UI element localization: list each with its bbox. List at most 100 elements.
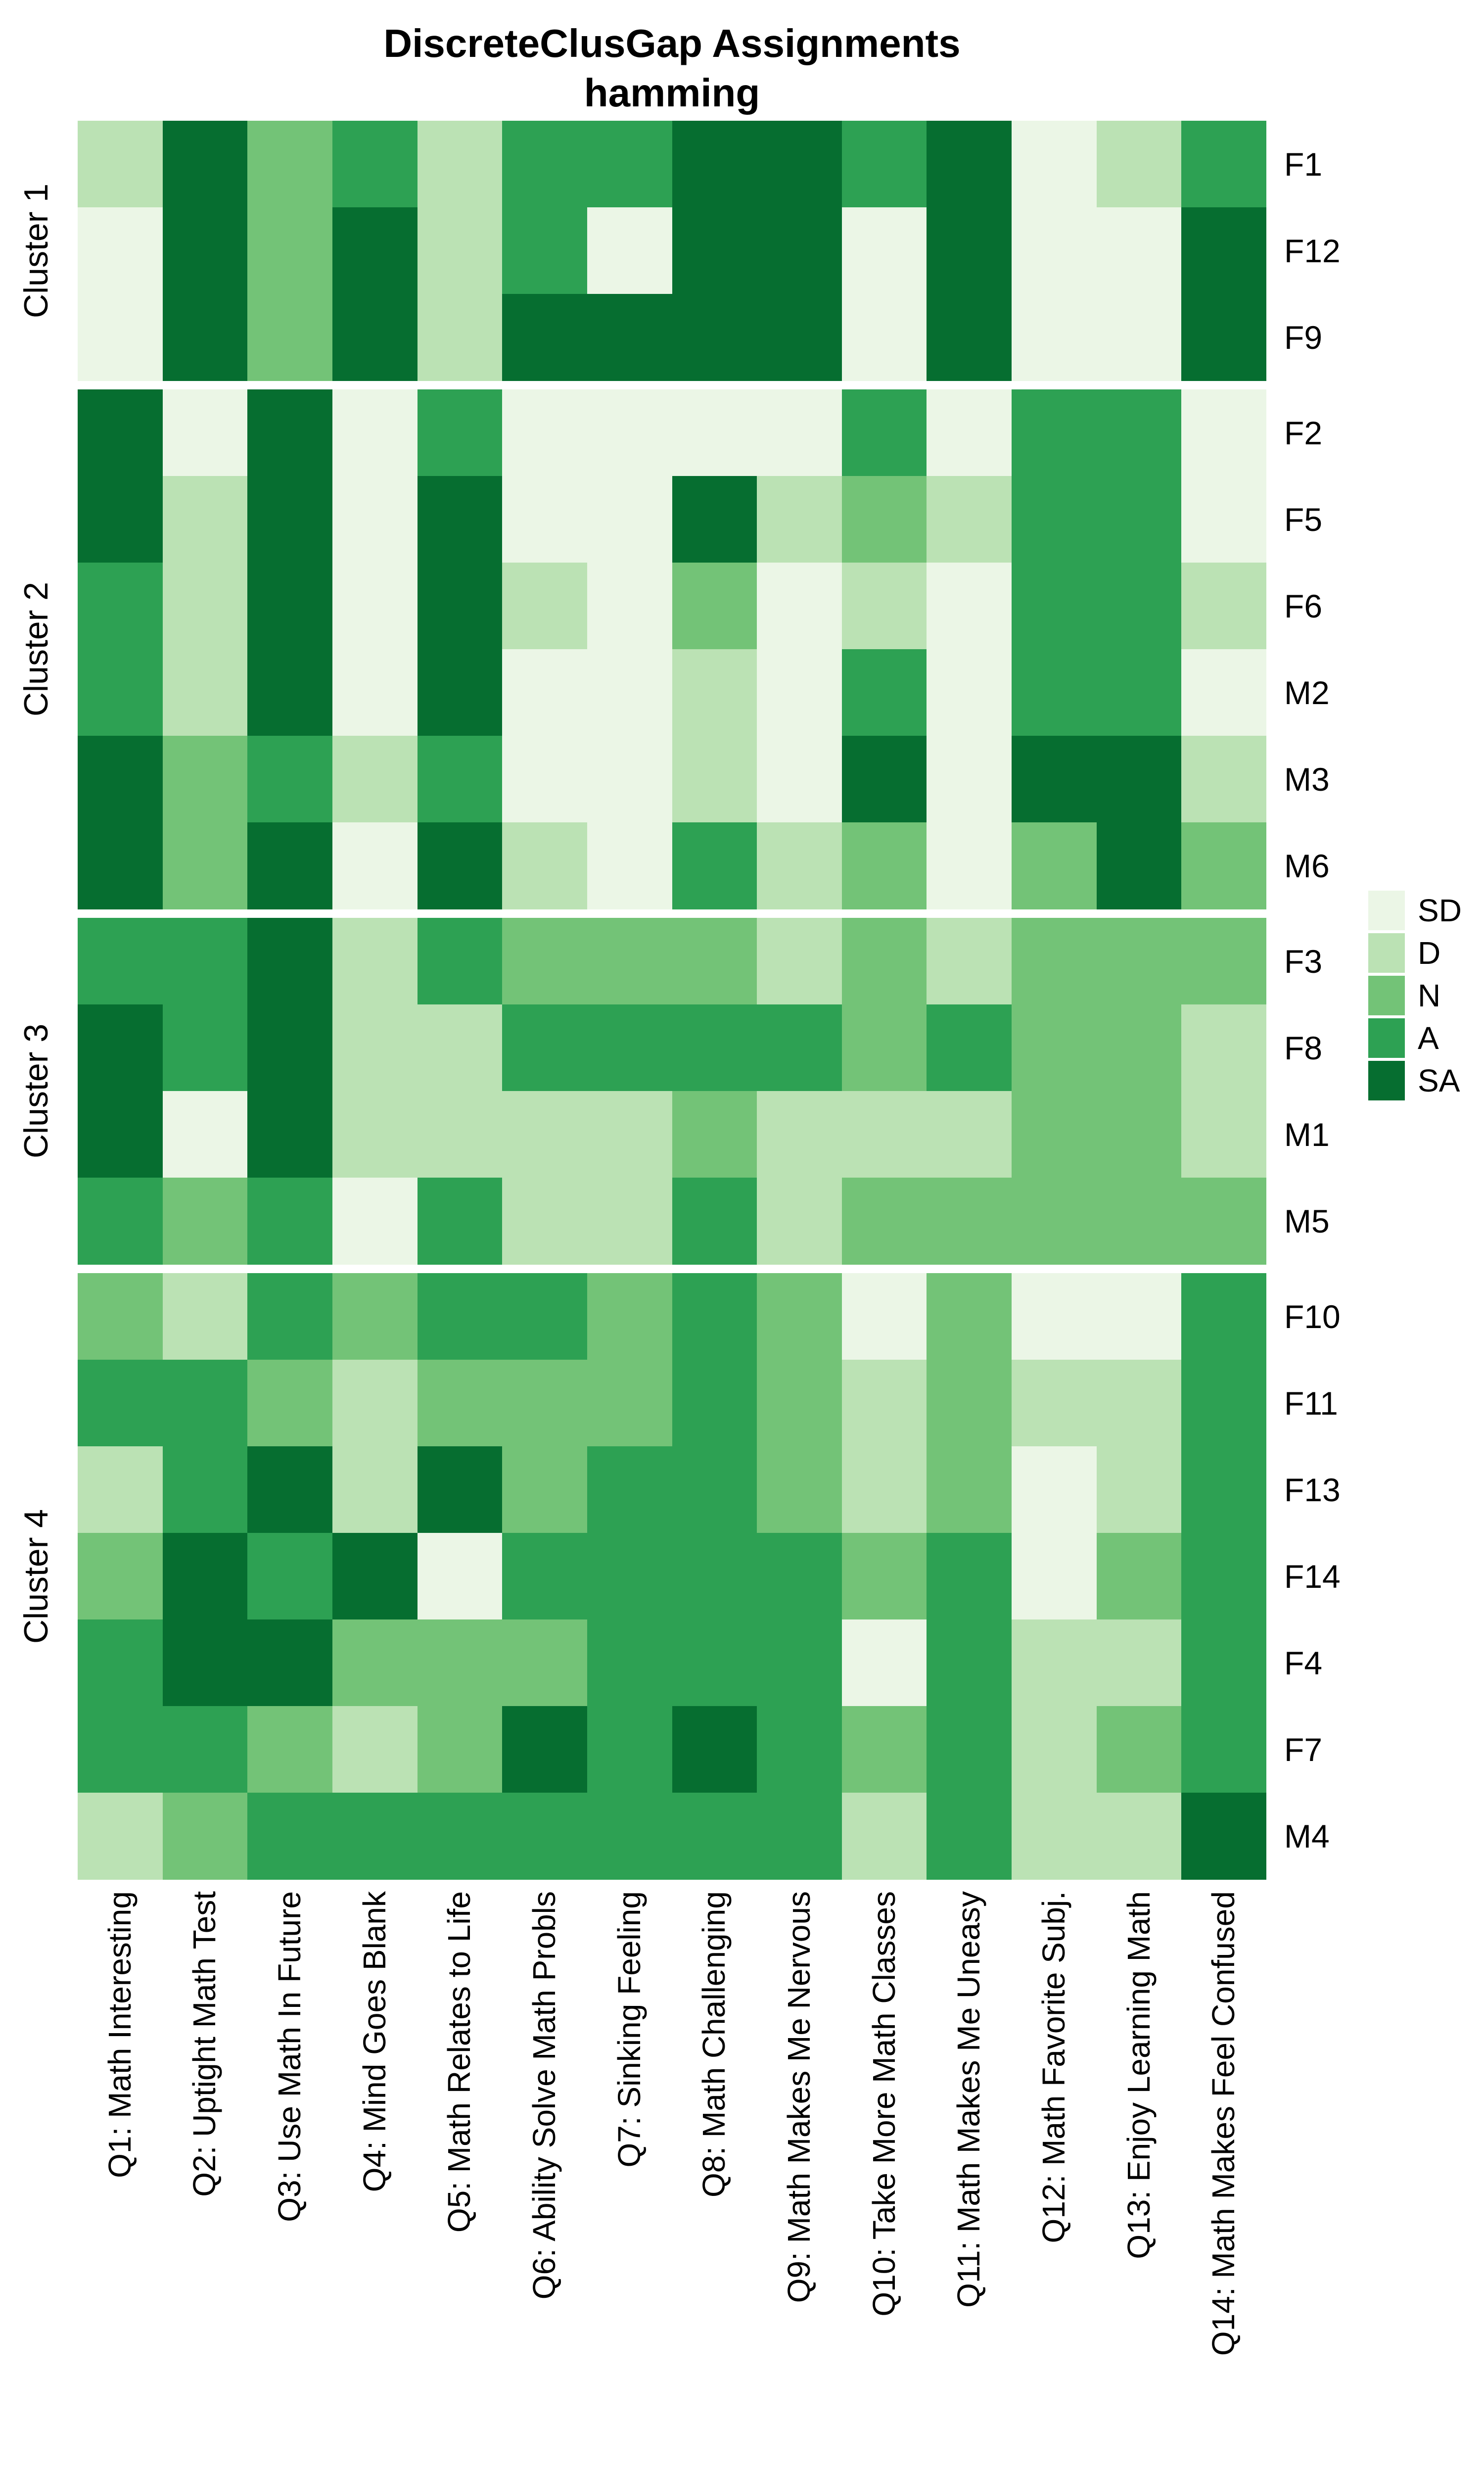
heatmap-cell	[332, 476, 418, 563]
heatmap-cell	[841, 1706, 927, 1793]
heatmap-cell	[162, 207, 248, 294]
heatmap-cell	[1012, 476, 1097, 563]
heatmap-cell	[78, 1706, 163, 1793]
heatmap-cell	[672, 1619, 757, 1707]
heatmap-cell	[78, 1793, 163, 1880]
heatmap-cell	[78, 1004, 163, 1092]
heatmap-cell	[1012, 1360, 1097, 1447]
heatmap-cell	[757, 207, 842, 294]
heatmap-cell	[757, 563, 842, 650]
heatmap-cell	[757, 1273, 842, 1360]
heatmap-cell	[1012, 207, 1097, 294]
heatmap-cell	[672, 476, 757, 563]
heatmap-cell	[1181, 649, 1267, 736]
row-label: F10	[1284, 1298, 1341, 1335]
heatmap-cell	[502, 1091, 588, 1178]
cluster-block	[78, 918, 1267, 1265]
heatmap-cell	[757, 1178, 842, 1265]
heatmap-cell	[332, 563, 418, 650]
heatmap-cell	[672, 294, 757, 381]
heatmap-cell	[78, 294, 163, 381]
heatmap-cell	[1096, 918, 1182, 1005]
heatmap-cell	[587, 389, 672, 476]
heatmap-cell	[247, 121, 333, 208]
column-label: Q11: Math Makes Me Uneasy	[951, 1891, 987, 2308]
heatmap-cell	[672, 822, 757, 909]
heatmap-cell	[78, 1091, 163, 1178]
row-label: F5	[1284, 501, 1323, 538]
heatmap-cell	[502, 1793, 588, 1880]
heatmap-cell	[417, 1793, 503, 1880]
heatmap-cell	[841, 649, 927, 736]
heatmap-cell	[927, 1273, 1012, 1360]
heatmap-cell	[1181, 1793, 1267, 1880]
heatmap-cell	[247, 389, 333, 476]
heatmap-cell	[1012, 294, 1097, 381]
heatmap-cell	[927, 1004, 1012, 1092]
column-label: Q2: Uptight Math Test	[186, 1891, 223, 2197]
heatmap-cell	[417, 1360, 503, 1447]
heatmap-cell	[672, 918, 757, 1005]
heatmap-cell	[78, 207, 163, 294]
heatmap-cell	[587, 1793, 672, 1880]
heatmap-cell	[1012, 1178, 1097, 1265]
heatmap-cell	[332, 1004, 418, 1092]
heatmap-cell	[502, 918, 588, 1005]
heatmap-cell	[502, 1178, 588, 1265]
cluster-label: Cluster 4	[14, 1273, 58, 1879]
legend-label: N	[1418, 978, 1441, 1013]
heatmap-cell	[417, 736, 503, 823]
heatmap-cell	[841, 1446, 927, 1533]
heatmap-cell	[1012, 1793, 1097, 1880]
heatmap-cell	[672, 1360, 757, 1447]
heatmap-cell	[841, 1004, 927, 1092]
heatmap-cell	[1012, 1273, 1097, 1360]
legend-swatch	[1368, 933, 1405, 973]
heatmap-cell	[1181, 822, 1267, 909]
heatmap-cell	[841, 822, 927, 909]
heatmap-cell	[247, 1273, 333, 1360]
heatmap-cell	[841, 1533, 927, 1620]
heatmap-cell	[757, 1793, 842, 1880]
column-label: Q8: Math Challenging	[696, 1891, 732, 2198]
heatmap-cell	[502, 736, 588, 823]
heatmap-cell	[841, 1793, 927, 1880]
heatmap-cell	[757, 822, 842, 909]
heatmap-cell	[162, 1793, 248, 1880]
row-label: F13	[1284, 1471, 1341, 1508]
heatmap-cell	[332, 1178, 418, 1265]
heatmap-cell	[417, 207, 503, 294]
heatmap-cell	[672, 1793, 757, 1880]
heatmap-cell	[587, 476, 672, 563]
heatmap-cell	[587, 563, 672, 650]
heatmap-cell	[1181, 563, 1267, 650]
heatmap-cell	[1096, 822, 1182, 909]
heatmap-cell	[78, 1619, 163, 1707]
cluster-label: Cluster 3	[14, 918, 58, 1264]
heatmap-cell	[841, 736, 927, 823]
heatmap-cell	[587, 649, 672, 736]
row-label: M5	[1284, 1202, 1330, 1239]
heatmap-cell	[1181, 1533, 1267, 1620]
heatmap-cell	[247, 918, 333, 1005]
legend-swatch	[1368, 891, 1405, 930]
heatmap-cell	[1181, 1706, 1267, 1793]
heatmap-cell	[587, 294, 672, 381]
heatmap-cell	[162, 476, 248, 563]
heatmap-cell	[247, 822, 333, 909]
heatmap-cell	[1012, 736, 1097, 823]
heatmap-cell	[417, 1619, 503, 1707]
heatmap-cell	[502, 207, 588, 294]
heatmap-cell	[927, 207, 1012, 294]
heatmap-cell	[587, 1178, 672, 1265]
heatmap-cell	[502, 1533, 588, 1620]
heatmap-cell	[587, 1446, 672, 1533]
heatmap-cell	[927, 1793, 1012, 1880]
heatmap-cell	[247, 1706, 333, 1793]
heatmap-cell	[587, 1619, 672, 1707]
heatmap-cell	[162, 1004, 248, 1092]
row-label: F2	[1284, 414, 1323, 451]
row-label: F9	[1284, 319, 1323, 356]
heatmap-cell	[587, 1533, 672, 1620]
